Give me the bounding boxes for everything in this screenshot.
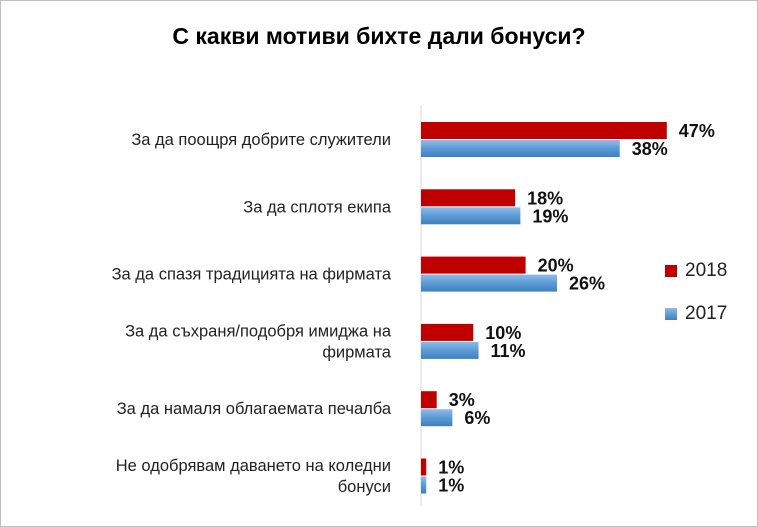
bar-2018: [421, 122, 667, 139]
legend-item-2017: 2017: [665, 303, 727, 325]
bar-2017: [421, 409, 453, 427]
legend-item-2018: 2018: [665, 260, 727, 282]
bar-2017: [421, 476, 427, 494]
legend-label-2018: 2018: [685, 260, 728, 281]
bar-2017: [421, 274, 557, 292]
data-label-2017: 11%: [491, 341, 526, 361]
data-label-2018: 20%: [538, 256, 574, 276]
data-label-2017: 19%: [532, 206, 568, 226]
data-label-2017: 38%: [632, 139, 668, 159]
bar-2017: [421, 207, 521, 225]
category-label: За да съхраня/подобря имиджа на фирмата: [125, 322, 392, 361]
bar-2018: [421, 458, 427, 476]
chart-title: С какви мотиви бихте дали бонуси?: [172, 23, 586, 49]
data-label-2017: 1%: [438, 476, 464, 496]
category-label: За да сплотя екипа: [243, 198, 392, 216]
category-label: За да намаля облагаемата печалба: [117, 400, 392, 418]
data-label-2018: 1%: [438, 458, 464, 478]
category-label: За да спазя традицията на фирмата: [112, 266, 392, 284]
legend-swatch-2017: [665, 308, 677, 320]
data-label-2017: 6%: [464, 408, 490, 428]
bar-2018: [421, 256, 526, 274]
bar-2018: [421, 391, 437, 409]
legend-swatch-2018: [665, 265, 677, 277]
data-label-2018: 18%: [527, 188, 563, 208]
data-label-2018: 3%: [449, 390, 475, 410]
bar-2018: [421, 323, 474, 341]
data-label-2018: 47%: [679, 121, 715, 141]
bar-2017: [421, 341, 479, 359]
data-label-2018: 10%: [485, 323, 521, 343]
bar-2018: [421, 189, 516, 207]
legend-label-2017: 2017: [685, 303, 728, 324]
data-label-2017: 26%: [569, 274, 605, 294]
category-label: За да поощря добрите служители: [131, 131, 391, 149]
bar-2017: [421, 140, 620, 157]
category-label: Не одобрявам даването на коледни бонуси: [116, 457, 391, 496]
